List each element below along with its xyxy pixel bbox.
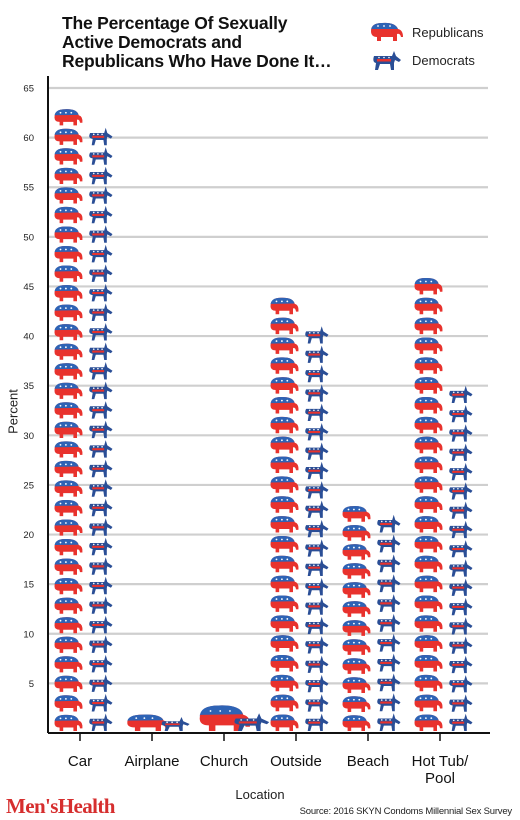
y-tick-label: 35	[23, 381, 34, 392]
x-axis-label: Location	[235, 787, 285, 802]
axis-ticks: 5 10 15 20 25 30 35 40 45 50 55 60 65 Car Airplane Chur…	[23, 84, 469, 788]
y-tick-label: 50	[23, 232, 34, 243]
x-tick-label: Airplane	[124, 753, 179, 770]
democrat-bar-5	[449, 385, 473, 731]
democrat-bar-0	[89, 127, 113, 731]
y-tick-label: 60	[23, 133, 34, 144]
legend-item-republicans: Republicans	[368, 18, 484, 46]
republican-bar-1	[127, 714, 170, 731]
y-tick-label: 65	[23, 84, 34, 95]
x-tick-label: Hot Tub/Pool	[412, 753, 470, 787]
republican-bar-4	[342, 506, 371, 731]
democrat-bar-2	[234, 713, 270, 731]
gridlines	[48, 86, 488, 685]
x-tick-label: Church	[200, 753, 248, 770]
source-note: Source: 2016 SKYN Condoms Millennial Sex…	[299, 806, 513, 817]
democrat-bar-4	[377, 514, 401, 731]
y-tick-label: 5	[29, 679, 34, 690]
legend-label-democrats: Democrats	[412, 52, 475, 68]
donkey-icon	[373, 51, 401, 70]
bars	[54, 109, 473, 731]
legend-item-democrats: Democrats	[368, 46, 484, 74]
democrat-bar-3	[305, 326, 329, 731]
chart-title: The Percentage Of Sexually Active Democr…	[62, 13, 332, 71]
y-tick-label: 25	[23, 480, 34, 491]
y-tick-label: 30	[23, 431, 34, 442]
republican-bar-5	[414, 277, 443, 731]
y-tick-label: 15	[23, 580, 34, 591]
x-tick-label: Beach	[347, 753, 390, 770]
x-tick-label: Outside	[270, 753, 322, 770]
y-tick-label: 20	[23, 530, 34, 541]
legend: Republicans Democrats	[368, 18, 484, 74]
republican-bar-3	[270, 297, 299, 731]
y-tick-label: 45	[23, 282, 34, 293]
y-tick-label: 40	[23, 332, 34, 343]
democrat-bar-1	[161, 717, 190, 731]
republican-bar-2	[199, 705, 251, 731]
legend-label-republicans: Republicans	[412, 24, 484, 40]
y-axis-label: Percent	[5, 389, 21, 434]
y-tick-label: 10	[23, 629, 34, 640]
brand-logo: Men'sHealth	[6, 794, 115, 818]
elephant-icon	[371, 22, 403, 41]
republican-bar-0	[54, 109, 83, 731]
y-tick-label: 55	[23, 183, 34, 194]
x-tick-label: Car	[68, 753, 92, 770]
